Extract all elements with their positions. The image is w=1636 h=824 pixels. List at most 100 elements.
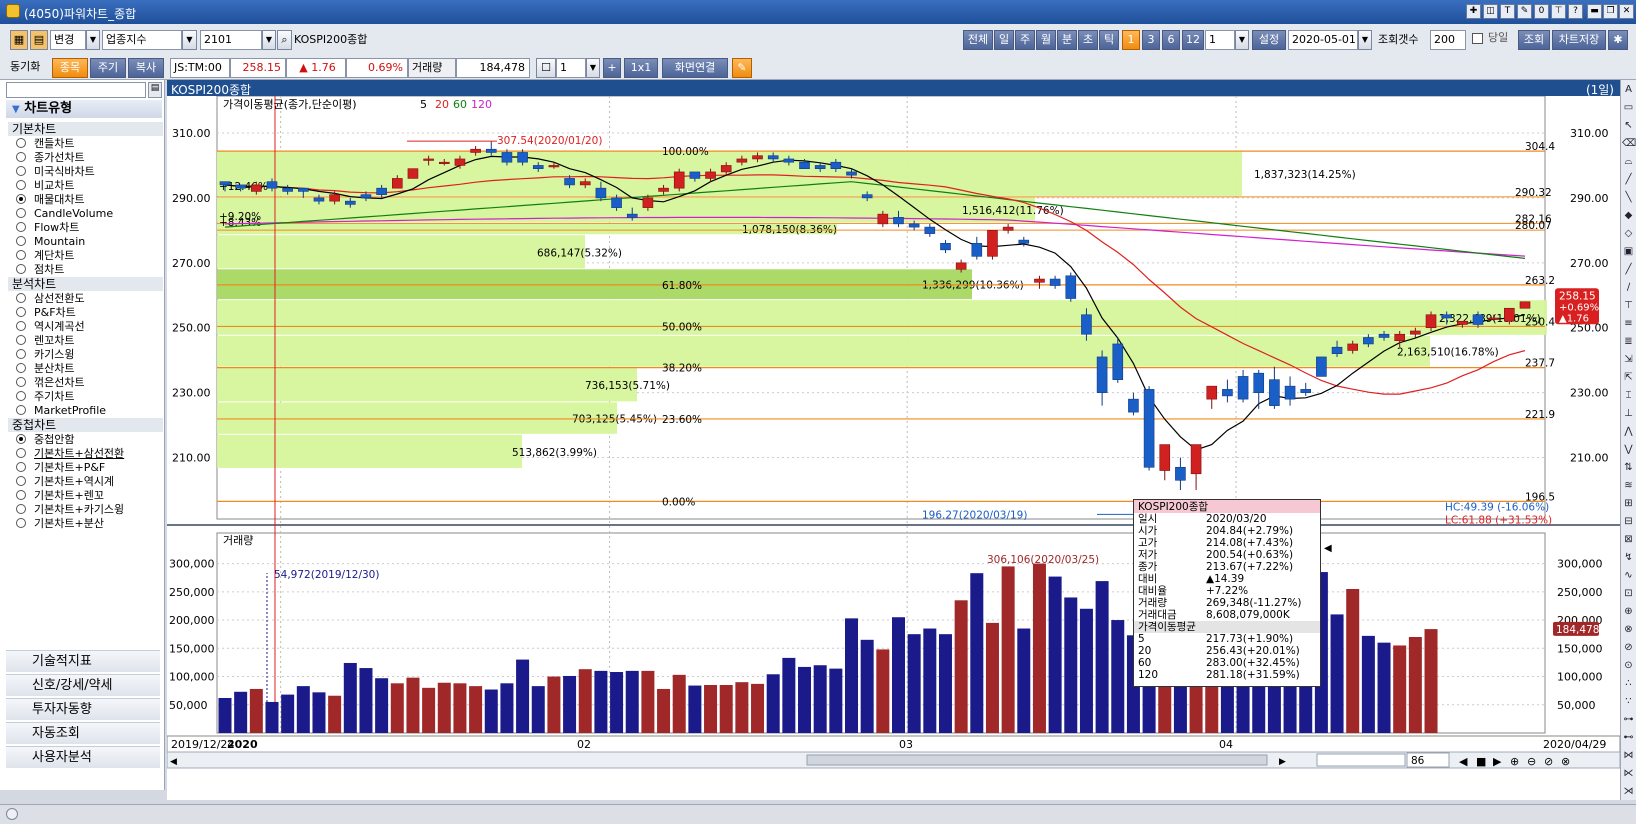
sidebar-chart-type-item[interactable]: MarketProfile <box>16 404 106 418</box>
link-screen-button[interactable]: 화면연결 <box>662 58 728 78</box>
sidebar-chart-type-item[interactable]: 카기스윙 <box>16 348 74 362</box>
drawing-tool-icon[interactable]: ╱ <box>1625 174 1632 185</box>
sidebar-chart-type-item[interactable]: 비교차트 <box>16 179 74 193</box>
drawing-tool-icon[interactable]: A <box>1625 84 1632 95</box>
sidebar-chart-type-item[interactable]: 기본차트+렌꼬 <box>16 489 104 503</box>
radio-icon[interactable] <box>16 434 26 444</box>
radio-icon[interactable] <box>16 194 26 204</box>
radio-icon[interactable] <box>16 335 26 345</box>
sidebar-chart-type-item[interactable]: 매물대차트 <box>16 193 85 207</box>
sidebar-chart-type-item[interactable]: CandleVolume <box>16 207 113 221</box>
sync-copy-tab[interactable]: 복사 <box>128 58 164 78</box>
sidebar-chart-type-item[interactable]: 렌꼬차트 <box>16 334 74 348</box>
layout-count[interactable]: 1 <box>556 58 586 78</box>
sidebar-chart-type-item[interactable]: 분산차트 <box>16 362 74 376</box>
radio-icon[interactable] <box>16 208 26 218</box>
sidebar-chart-type-item[interactable]: 꺾은선차트 <box>16 376 85 390</box>
query-button[interactable]: 조회 <box>1518 30 1550 50</box>
sidebar-bottom-item[interactable]: 투자자동향 <box>6 698 160 720</box>
drawing-tool-icon[interactable]: ⌶ <box>1625 390 1632 401</box>
settings-button[interactable]: 설정 <box>1252 30 1286 50</box>
radio-icon[interactable] <box>16 504 26 514</box>
radio-icon[interactable] <box>16 448 26 458</box>
sidebar-chart-type-item[interactable]: Flow차트 <box>16 221 79 235</box>
radio-icon[interactable] <box>16 349 26 359</box>
drawing-tool-icon[interactable]: ▭ <box>1623 102 1634 113</box>
radio-icon[interactable] <box>16 166 26 176</box>
drawing-tool-icon[interactable]: ⊞ <box>1624 498 1633 509</box>
drawing-tool-icon[interactable]: ∿ <box>1624 570 1633 581</box>
code-dropdown-icon[interactable]: ▼ <box>262 30 276 50</box>
list-icon[interactable]: ▤ <box>30 30 48 50</box>
drawing-tool-icon[interactable]: ⊘ <box>1624 642 1633 653</box>
drawing-tool-icon[interactable]: ⋊ <box>1623 786 1634 797</box>
drawing-tool-icon[interactable]: ⇅ <box>1624 462 1633 473</box>
drawing-tool-icon[interactable]: ∵ <box>1625 696 1632 707</box>
layout-dropdown-icon[interactable]: ▼ <box>586 58 600 78</box>
market-select[interactable]: 업종지수 <box>102 30 182 50</box>
tool-icon[interactable]: ✎ <box>1517 4 1532 19</box>
sidebar-bottom-item[interactable]: 사용자분석 <box>6 746 160 768</box>
sidebar-chart-type-item[interactable]: 기본차트+분산 <box>16 517 104 531</box>
help-icon[interactable]: ? <box>1568 4 1583 19</box>
sidebar-chart-type-item[interactable]: 캔들차트 <box>16 137 74 151</box>
drawing-tool-icon[interactable]: ⌫ <box>1622 138 1636 149</box>
sidebar-chart-type-item[interactable]: 주기차트 <box>16 390 74 404</box>
sidebar-chart-type-item[interactable]: 삼선전환도 <box>16 292 85 306</box>
drawing-tool-icon[interactable]: ≣ <box>1624 336 1633 347</box>
maximize-icon[interactable]: ❐ <box>1603 4 1618 19</box>
radio-icon[interactable] <box>16 476 26 486</box>
sidebar-chart-type-item[interactable]: 종가선차트 <box>16 151 85 165</box>
radio-icon[interactable] <box>16 391 26 401</box>
drawing-tool-icon[interactable]: ∕ <box>1626 282 1631 293</box>
sidebar-bottom-item[interactable]: 기술적지표 <box>6 650 160 672</box>
pen-icon[interactable]: ✎ <box>732 58 752 78</box>
sidebar-bottom-item[interactable]: 신호/강세/약세 <box>6 674 160 696</box>
radio-icon[interactable] <box>16 518 26 528</box>
radio-icon[interactable] <box>16 490 26 500</box>
radio-icon[interactable] <box>16 321 26 331</box>
sameday-checkbox[interactable] <box>1472 33 1483 44</box>
interval-6-button[interactable]: 6 <box>1162 30 1180 50</box>
sidebar-chart-type-item[interactable]: Mountain <box>16 235 85 249</box>
drawing-tool-icon[interactable]: ⊗ <box>1624 624 1633 635</box>
drawing-tool-icon[interactable]: ▣ <box>1623 246 1634 257</box>
radio-icon[interactable] <box>16 307 26 317</box>
radio-icon[interactable] <box>16 138 26 148</box>
interval-1-button[interactable]: 1 <box>1122 30 1140 50</box>
drawing-tool-icon[interactable]: ↯ <box>1624 552 1633 563</box>
sidebar-bottom-item[interactable]: 자동조회 <box>6 722 160 744</box>
drawing-tool-icon[interactable]: ⊕ <box>1624 606 1633 617</box>
radio-icon[interactable] <box>16 222 26 232</box>
text-icon[interactable]: T <box>1500 4 1515 19</box>
sidebar-chart-type-item[interactable]: 역시계곡선 <box>16 320 85 334</box>
radio-icon[interactable] <box>16 462 26 472</box>
radio-icon[interactable] <box>16 152 26 162</box>
radio-icon[interactable] <box>16 363 26 373</box>
save-chart-button[interactable]: 차트저장 <box>1552 30 1606 50</box>
drawing-tool-icon[interactable]: ≡ <box>1624 318 1633 329</box>
chart-area[interactable]: 310.00 310.00 290.00 290.00 270.00 270.00 250.… <box>166 95 1636 800</box>
drawing-tool-icon[interactable]: ⇱ <box>1624 372 1633 383</box>
drawing-tool-icon[interactable]: ⌓ <box>1624 156 1633 167</box>
radio-icon[interactable] <box>16 377 26 387</box>
drawing-tool-icon[interactable]: ⋁ <box>1624 444 1633 455</box>
pin-icon[interactable]: ⊤ <box>1551 4 1566 19</box>
period-second-button[interactable]: 초 <box>1078 30 1098 50</box>
sync-item-tab[interactable]: 종목 <box>52 58 88 78</box>
drawing-tool-icon[interactable]: ⊙ <box>1624 660 1633 671</box>
date-dropdown-icon[interactable]: ▼ <box>1358 30 1372 50</box>
date-input[interactable]: 2020-05-01 <box>1288 30 1358 50</box>
interval-3-button[interactable]: 3 <box>1142 30 1160 50</box>
zero-icon[interactable]: 0 <box>1534 4 1549 19</box>
count-input[interactable]: 200 <box>1430 30 1466 50</box>
sidebar-chart-type-item[interactable]: 계단차트 <box>16 249 74 263</box>
sidebar-chart-type-item[interactable]: 점차트 <box>16 263 64 277</box>
period-month-button[interactable]: 월 <box>1036 30 1056 50</box>
grid-button[interactable]: 1x1 <box>624 58 658 78</box>
drawing-tool-icon[interactable]: ⊡ <box>1624 588 1633 599</box>
drawing-tool-icon[interactable]: ⋀ <box>1624 426 1633 437</box>
sidebar-chart-type-item[interactable]: 기본차트+삼선전환 <box>16 447 124 461</box>
drawing-tool-icon[interactable]: ⊤ <box>1624 300 1633 311</box>
chart-icon[interactable]: ▦ <box>10 30 28 50</box>
